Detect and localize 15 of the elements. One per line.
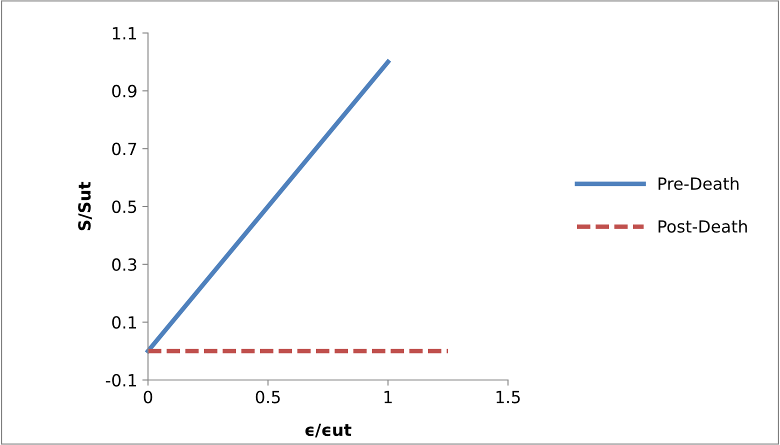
x-tick-label: 1.5 [496,390,520,404]
y-tick-label: 0.9 [112,84,136,98]
y-tick-label: 0.1 [112,316,136,329]
y-tick-label: 0.7 [112,142,136,156]
y-tick-label: 0.5 [112,200,136,214]
x-tick-label: 0.5 [256,390,280,404]
x-tick-label: 1 [384,390,392,404]
y-axis-title: S/Sut [78,182,92,230]
x-tick-label: 0 [144,390,152,404]
y-tick-label: 0.3 [112,258,136,271]
legend-label: Post-Death [658,220,747,233]
x-axis-title: ϵ/ϵut [305,424,352,438]
y-tick-label: 1.1 [112,27,136,40]
y-tick-label: -0.1 [106,374,136,387]
legend-label: Pre-Death [658,177,738,190]
